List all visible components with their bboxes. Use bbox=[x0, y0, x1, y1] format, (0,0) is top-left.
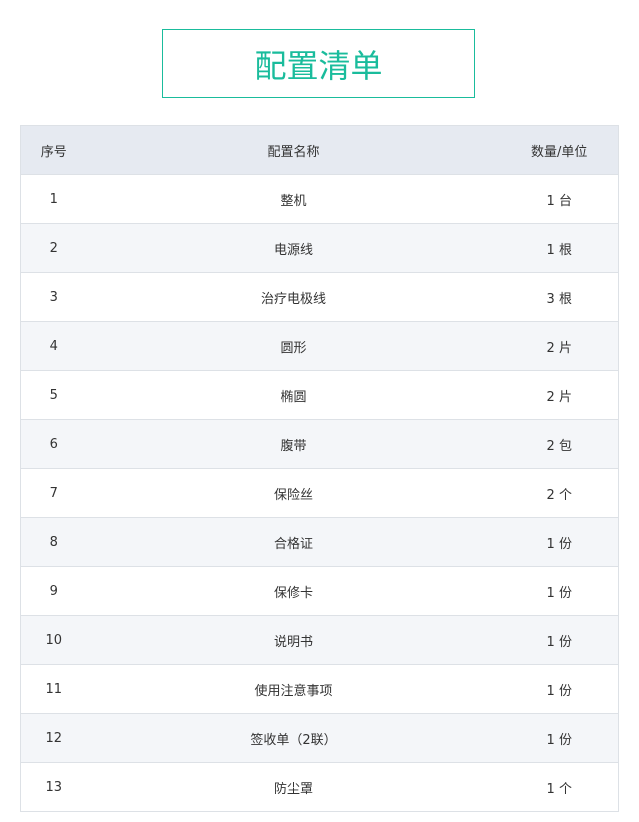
row-quantity: 3 根 bbox=[500, 272, 619, 322]
row-name: 说明书 bbox=[86, 615, 501, 665]
table-row: 4 圆形 2 片 bbox=[20, 321, 619, 371]
row-quantity: 1 台 bbox=[500, 174, 619, 224]
table-row: 3 治疗电极线 3 根 bbox=[20, 272, 619, 322]
row-quantity: 1 份 bbox=[500, 615, 619, 665]
row-name: 合格证 bbox=[86, 517, 501, 567]
row-index: 5 bbox=[20, 370, 87, 420]
table-row: 13 防尘罩 1 个 bbox=[20, 762, 619, 812]
row-quantity: 1 份 bbox=[500, 664, 619, 714]
config-table: 序号 配置名称 数量/单位 1 整机 1 台 2 电源线 1 根 3 治疗电极线 3 根 4 圆形 2… bbox=[20, 125, 619, 812]
row-index: 10 bbox=[20, 615, 87, 665]
table-row: 9 保修卡 1 份 bbox=[20, 566, 619, 616]
table-row: 11 使用注意事项 1 份 bbox=[20, 664, 619, 714]
row-quantity: 1 根 bbox=[500, 223, 619, 273]
table-header-row: 序号 配置名称 数量/单位 bbox=[20, 125, 619, 175]
row-name: 保险丝 bbox=[86, 468, 501, 518]
table-row: 10 说明书 1 份 bbox=[20, 615, 619, 665]
row-index: 6 bbox=[20, 419, 87, 469]
header-index: 序号 bbox=[20, 125, 87, 175]
row-name: 整机 bbox=[86, 174, 501, 224]
page-title: 配置清单 bbox=[254, 46, 383, 85]
row-name: 签收单（2联） bbox=[86, 713, 501, 763]
row-index: 1 bbox=[20, 174, 87, 224]
row-quantity: 2 片 bbox=[500, 321, 619, 371]
row-name: 圆形 bbox=[86, 321, 501, 371]
row-index: 3 bbox=[20, 272, 87, 322]
table-row: 5 椭圆 2 片 bbox=[20, 370, 619, 420]
row-quantity: 1 份 bbox=[500, 566, 619, 616]
row-quantity: 1 份 bbox=[500, 713, 619, 763]
row-index: 13 bbox=[20, 762, 87, 812]
table-row: 12 签收单（2联） 1 份 bbox=[20, 713, 619, 763]
row-quantity: 2 个 bbox=[500, 468, 619, 518]
table-row: 8 合格证 1 份 bbox=[20, 517, 619, 567]
row-index: 4 bbox=[20, 321, 87, 371]
row-name: 腹带 bbox=[86, 419, 501, 469]
header-name: 配置名称 bbox=[86, 125, 501, 175]
row-index: 2 bbox=[20, 223, 87, 273]
row-quantity: 2 包 bbox=[500, 419, 619, 469]
row-name: 保修卡 bbox=[86, 566, 501, 616]
header-quantity: 数量/单位 bbox=[500, 125, 619, 175]
title-box: 配置清单 bbox=[162, 29, 475, 98]
table-row: 7 保险丝 2 个 bbox=[20, 468, 619, 518]
row-name: 治疗电极线 bbox=[86, 272, 501, 322]
row-quantity: 2 片 bbox=[500, 370, 619, 420]
row-index: 7 bbox=[20, 468, 87, 518]
row-quantity: 1 个 bbox=[500, 762, 619, 812]
row-index: 8 bbox=[20, 517, 87, 567]
row-name: 防尘罩 bbox=[86, 762, 501, 812]
table-row: 1 整机 1 台 bbox=[20, 174, 619, 224]
row-index: 12 bbox=[20, 713, 87, 763]
row-name: 电源线 bbox=[86, 223, 501, 273]
table-row: 2 电源线 1 根 bbox=[20, 223, 619, 273]
row-index: 9 bbox=[20, 566, 87, 616]
row-quantity: 1 份 bbox=[500, 517, 619, 567]
row-name: 使用注意事项 bbox=[86, 664, 501, 714]
row-index: 11 bbox=[20, 664, 87, 714]
table-row: 6 腹带 2 包 bbox=[20, 419, 619, 469]
row-name: 椭圆 bbox=[86, 370, 501, 420]
